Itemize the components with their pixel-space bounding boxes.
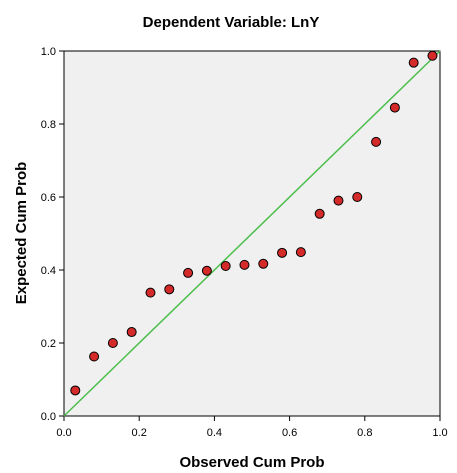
x-tick-label: 0.8: [357, 427, 372, 439]
x-tick-label: 0.4: [207, 427, 222, 439]
x-axis-ticks: 0.0 0.2 0.4 0.6 0.8 1.0: [56, 416, 448, 439]
data-point: [107, 338, 118, 348]
y-axis-label: Expected Cum Prob: [13, 162, 30, 305]
data-point: [220, 260, 231, 271]
data-point: [408, 57, 419, 68]
data-point: [70, 385, 81, 396]
x-tick-label: 0.6: [282, 427, 297, 439]
data-point: [145, 287, 156, 298]
data-point: [352, 192, 363, 202]
x-axis-label: Observed Cum Prob: [179, 454, 324, 471]
x-tick-label: 1.0: [432, 427, 447, 439]
data-point: [427, 50, 438, 61]
y-tick-label: 0.6: [41, 192, 56, 204]
data-point: [389, 102, 400, 113]
data-point: [314, 208, 325, 219]
data-point: [333, 195, 344, 206]
data-point: [371, 136, 382, 147]
y-tick-label: 0.0: [41, 411, 56, 423]
reference-line: [63, 50, 441, 417]
data-point: [164, 284, 175, 295]
y-tick-label: 0.4: [41, 265, 56, 277]
y-tick-label: 0.8: [41, 119, 56, 131]
data-point: [201, 265, 212, 276]
y-tick-label: 0.2: [41, 338, 56, 350]
data-point: [89, 351, 100, 362]
chart-title: Dependent Variable: LnY: [143, 14, 320, 31]
data-point: [239, 259, 250, 270]
x-tick-label: 0.2: [132, 427, 147, 439]
data-point: [277, 247, 288, 258]
data-point: [258, 258, 269, 269]
data-point: [183, 267, 194, 278]
data-points: [70, 50, 438, 396]
data-point: [126, 327, 137, 338]
x-tick-label: 0.0: [56, 427, 71, 439]
y-tick-label: 1.0: [41, 46, 56, 58]
y-axis-ticks: 0.0 0.2 0.4 0.6 0.8 1.0: [41, 46, 64, 423]
data-point: [295, 247, 306, 258]
